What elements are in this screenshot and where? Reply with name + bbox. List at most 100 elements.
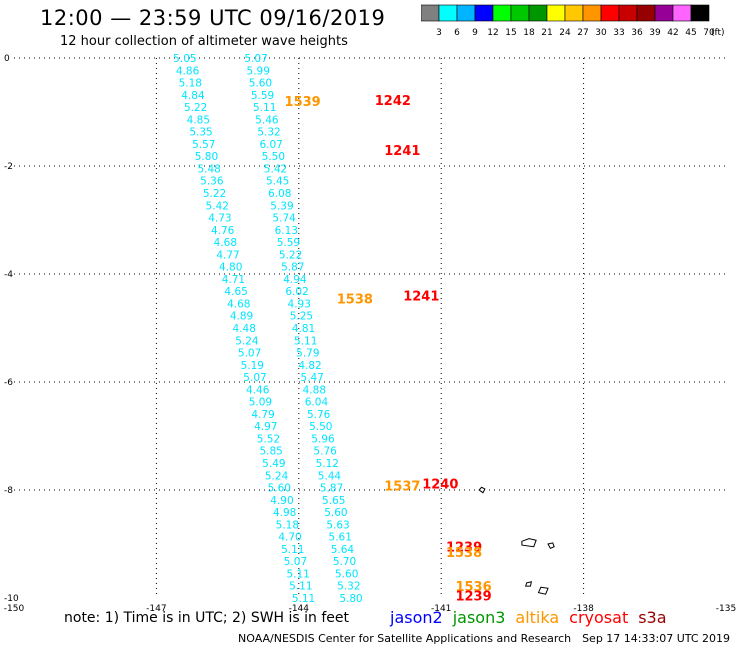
pass-time-label: 1241 <box>403 290 439 305</box>
swh-value: 5.87 <box>320 483 343 495</box>
swh-value: 5.11 <box>286 568 309 580</box>
swh-value: 5.05 <box>173 53 196 65</box>
swh-value: 5.64 <box>331 544 355 556</box>
swh-value: 5.11 <box>294 335 317 347</box>
swh-value: 5.50 <box>309 421 332 433</box>
swh-value: 5.63 <box>326 519 349 531</box>
swh-value: 5.76 <box>307 409 331 421</box>
track-cryosat: 5.054.865.184.845.224.855.355.575.805.48… <box>173 53 315 605</box>
swh-value: 5.35 <box>189 127 212 139</box>
swh-value: 5.74 <box>272 213 296 225</box>
swh-value: 4.48 <box>233 323 256 335</box>
island-outline <box>521 538 537 548</box>
island-outline <box>525 581 533 587</box>
swh-value: 4.85 <box>187 114 210 126</box>
swh-value: 5.80 <box>339 593 362 605</box>
scale-tick-label: 27 <box>577 28 588 38</box>
swh-value: 5.25 <box>290 311 313 323</box>
swh-value: 4.97 <box>254 421 277 433</box>
track-s3a: 5.075.995.605.595.115.465.326.075.505.42… <box>244 53 362 605</box>
swh-value: 5.60 <box>249 78 272 90</box>
scale-tick-label: 6 <box>454 28 460 38</box>
generated-timestamp: Sep 17 14:33:07 UTC 2019 <box>582 632 730 645</box>
swh-value: 5.18 <box>179 78 202 90</box>
swh-value: 5.09 <box>249 397 272 409</box>
swh-value: 6.04 <box>305 397 329 409</box>
pass-time-label: 1538 <box>337 292 373 307</box>
y-tick-label: -10 <box>4 594 19 604</box>
swh-value: 5.11 <box>253 102 276 114</box>
swh-value: 4.46 <box>246 384 270 396</box>
scale-tick-label: 39 <box>649 28 661 38</box>
swh-value: 4.93 <box>288 298 311 310</box>
scale-tick-label: 21 <box>541 28 552 38</box>
swh-value: 5.70 <box>333 556 356 568</box>
x-tick-label: -138 <box>573 604 594 614</box>
swh-value: 5.22 <box>184 102 207 114</box>
swh-value: 4.88 <box>303 384 326 396</box>
scale-tick-label: 42 <box>667 28 678 38</box>
scale-tick-label: 30 <box>595 28 607 38</box>
swh-value: 5.11 <box>289 581 312 593</box>
scale-tick-label: 12 <box>487 28 498 38</box>
swh-value: 5.87 <box>281 262 304 274</box>
swh-value: 4.65 <box>224 286 247 298</box>
x-tick-label: -150 <box>4 604 25 614</box>
island-outline <box>478 486 486 494</box>
x-tick-label: -147 <box>146 604 166 614</box>
swh-value: 5.07 <box>238 348 261 360</box>
swh-value: 5.07 <box>243 372 266 384</box>
scale-tick-label: 45 <box>685 28 696 38</box>
swh-value: 4.82 <box>298 360 321 372</box>
swh-value: 4.89 <box>230 311 253 323</box>
legend-altika: altika <box>515 608 560 627</box>
swh-value: 4.90 <box>270 495 293 507</box>
swh-value: 5.57 <box>192 139 215 151</box>
swh-value: 4.81 <box>292 323 315 335</box>
pass-time-label: 1536 <box>455 580 491 595</box>
swh-value: 5.11 <box>281 544 304 556</box>
scale-tick-label: 3 <box>436 28 442 38</box>
swh-value: 5.85 <box>259 446 282 458</box>
scale-tick-label: 36 <box>631 28 643 38</box>
swh-value: 4.68 <box>214 237 237 249</box>
swh-value: 4.98 <box>273 507 296 519</box>
swh-value: 5.42 <box>264 163 287 175</box>
swh-value: 5.36 <box>200 176 224 188</box>
scale-swatch <box>690 4 710 22</box>
chart-title: 12:00 — 23:59 UTC 09/16/2019 <box>40 6 386 30</box>
swh-value: 5.80 <box>195 151 218 163</box>
swh-value: 5.47 <box>300 372 323 384</box>
legend-s3a: s3a <box>638 608 667 627</box>
satellite-legend: jason2 jason3 altika cryosat s3a <box>390 608 677 627</box>
pass-time-label: 1537 <box>384 480 420 495</box>
swh-value: 6.13 <box>275 225 298 237</box>
legend-jason3: jason3 <box>452 608 506 627</box>
swh-value: 5.44 <box>318 470 342 482</box>
swh-value: 5.65 <box>322 495 345 507</box>
swh-value: 5.22 <box>203 188 226 200</box>
swh-value: 4.79 <box>251 409 274 421</box>
island-outline <box>537 586 549 595</box>
scale-tick-label: 15 <box>505 28 516 38</box>
swh-value: 5.45 <box>266 176 289 188</box>
swh-value: 5.32 <box>257 127 280 139</box>
swh-value: 5.07 <box>284 556 307 568</box>
swh-value: 5.19 <box>241 360 264 372</box>
scale-tick-label: 33 <box>613 28 624 38</box>
swh-value: 5.96 <box>311 433 335 445</box>
swh-value: 5.39 <box>270 200 293 212</box>
swh-value: 4.94 <box>283 274 307 286</box>
footer-note: note: 1) Time is in UTC; 2) SWH is in fe… <box>64 610 350 626</box>
island-outline <box>547 542 555 549</box>
scale-unit-label: (ft) <box>711 28 725 38</box>
swh-value: 5.60 <box>324 507 347 519</box>
swh-value: 5.49 <box>262 458 285 470</box>
swh-value: 5.32 <box>337 581 360 593</box>
swh-value: 5.07 <box>244 53 267 65</box>
swh-value: 6.02 <box>285 286 308 298</box>
swh-value: 5.18 <box>276 519 299 531</box>
pass-time-label: 1242 <box>375 94 411 109</box>
swh-value: 5.24 <box>265 470 289 482</box>
y-tick-label: -8 <box>4 486 13 496</box>
